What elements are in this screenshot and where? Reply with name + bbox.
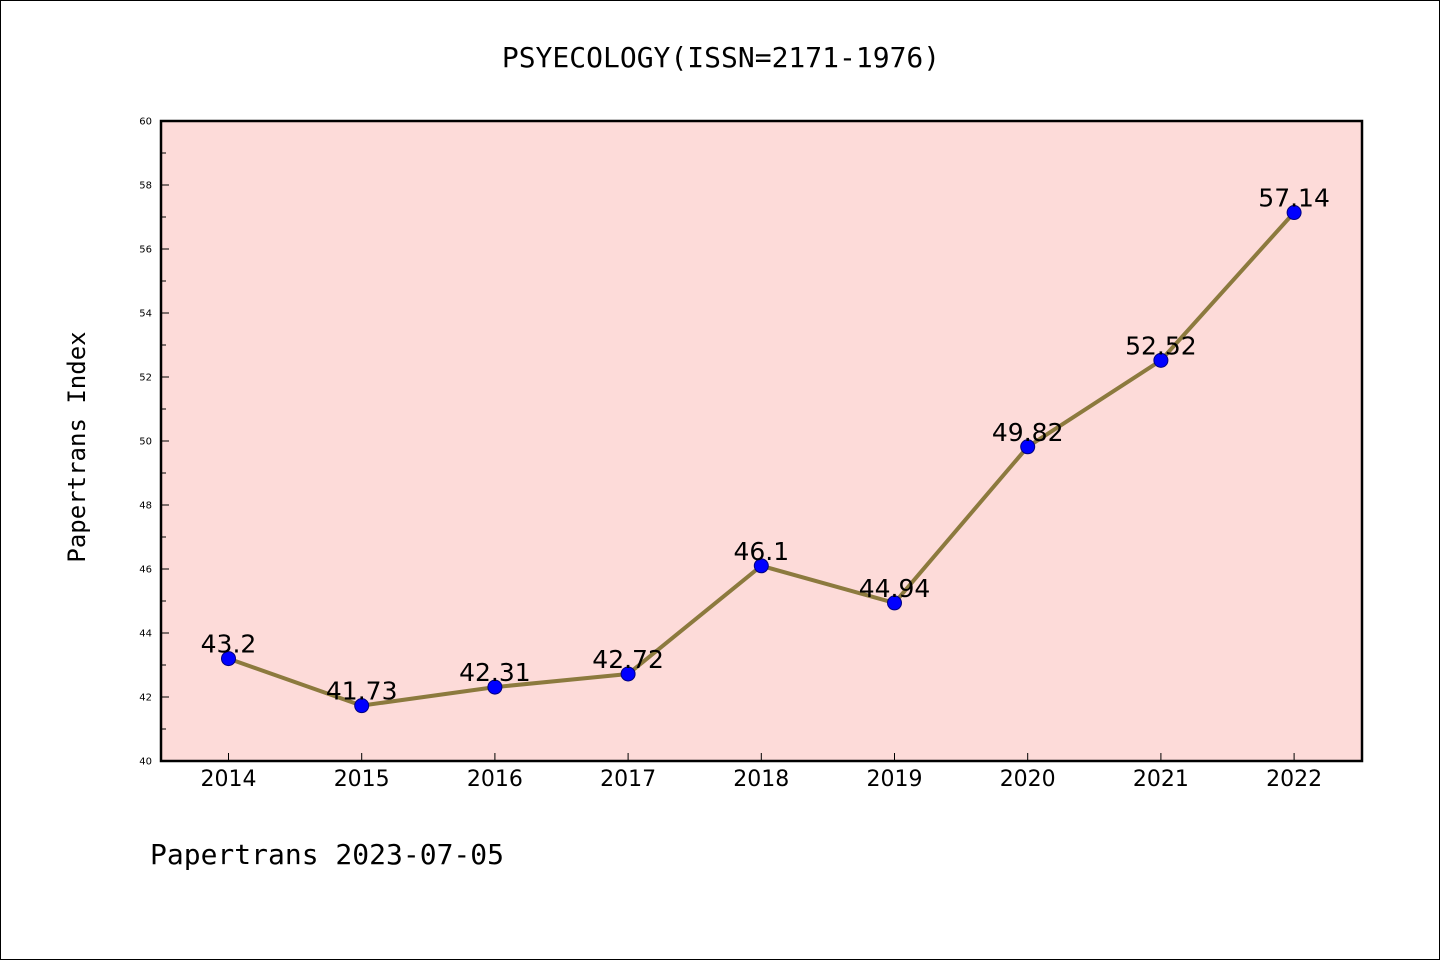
x-tick-label: 2021 — [1133, 767, 1189, 792]
data-point — [221, 651, 236, 667]
y-tick-label: 60 — [139, 117, 152, 128]
y-tick-label: 42 — [139, 693, 152, 704]
plot-area — [159, 119, 1364, 763]
y-tick-label: 50 — [139, 437, 152, 448]
data-markers — [221, 205, 1302, 714]
data-label: 52.52 — [1125, 331, 1197, 360]
y-tick-label: 54 — [139, 309, 152, 320]
y-axis-ticks: 40 42 44 46 48 50 52 54 56 58 60 — [139, 117, 169, 768]
chart-title: PSYECOLOGY(ISSN=2171-1976) — [502, 41, 940, 74]
x-tick-label: 2017 — [600, 767, 656, 792]
data-point — [354, 698, 370, 714]
y-axis-label: Papertrans Index — [63, 331, 91, 562]
x-tick-label: 2022 — [1266, 767, 1322, 792]
data-point — [1153, 352, 1169, 368]
y-tick-label: 58 — [139, 181, 152, 192]
data-label: 49.82 — [992, 418, 1064, 447]
y-tick-label: 44 — [139, 629, 152, 640]
y-tick-label: 48 — [139, 501, 152, 512]
data-label: 41.73 — [326, 677, 398, 706]
data-point — [753, 558, 769, 574]
data-label: 44.94 — [859, 574, 931, 603]
x-axis-ticks: 2014 2015 2016 2017 2018 2019 2020 2021 2022 — [201, 753, 1322, 792]
data-label: 43.2 — [201, 630, 257, 659]
data-label: 46.1 — [733, 537, 789, 566]
x-tick-label: 2015 — [334, 767, 390, 792]
footer-text: Papertrans 2023-07-05 — [150, 838, 504, 871]
data-label: 42.31 — [459, 658, 531, 687]
data-point — [620, 666, 636, 682]
data-labels: 43.2 41.73 42.31 42.72 46.1 44.94 49.82 52.52 57… — [201, 184, 1330, 706]
data-point — [487, 679, 503, 695]
y-tick-label: 56 — [139, 245, 152, 256]
data-point — [1020, 439, 1036, 455]
y-tick-label: 46 — [139, 565, 152, 576]
data-label: 57.14 — [1258, 184, 1330, 213]
x-tick-label: 2016 — [467, 767, 523, 792]
x-tick-label: 2019 — [867, 767, 923, 792]
y-tick-label: 52 — [139, 373, 152, 384]
data-label: 42.72 — [592, 645, 664, 674]
y-tick-label: 40 — [139, 757, 152, 768]
data-point — [1286, 205, 1302, 221]
x-tick-label: 2014 — [201, 767, 257, 792]
data-point — [887, 595, 902, 611]
x-tick-label: 2018 — [733, 767, 789, 792]
x-tick-label: 2020 — [1000, 767, 1056, 792]
